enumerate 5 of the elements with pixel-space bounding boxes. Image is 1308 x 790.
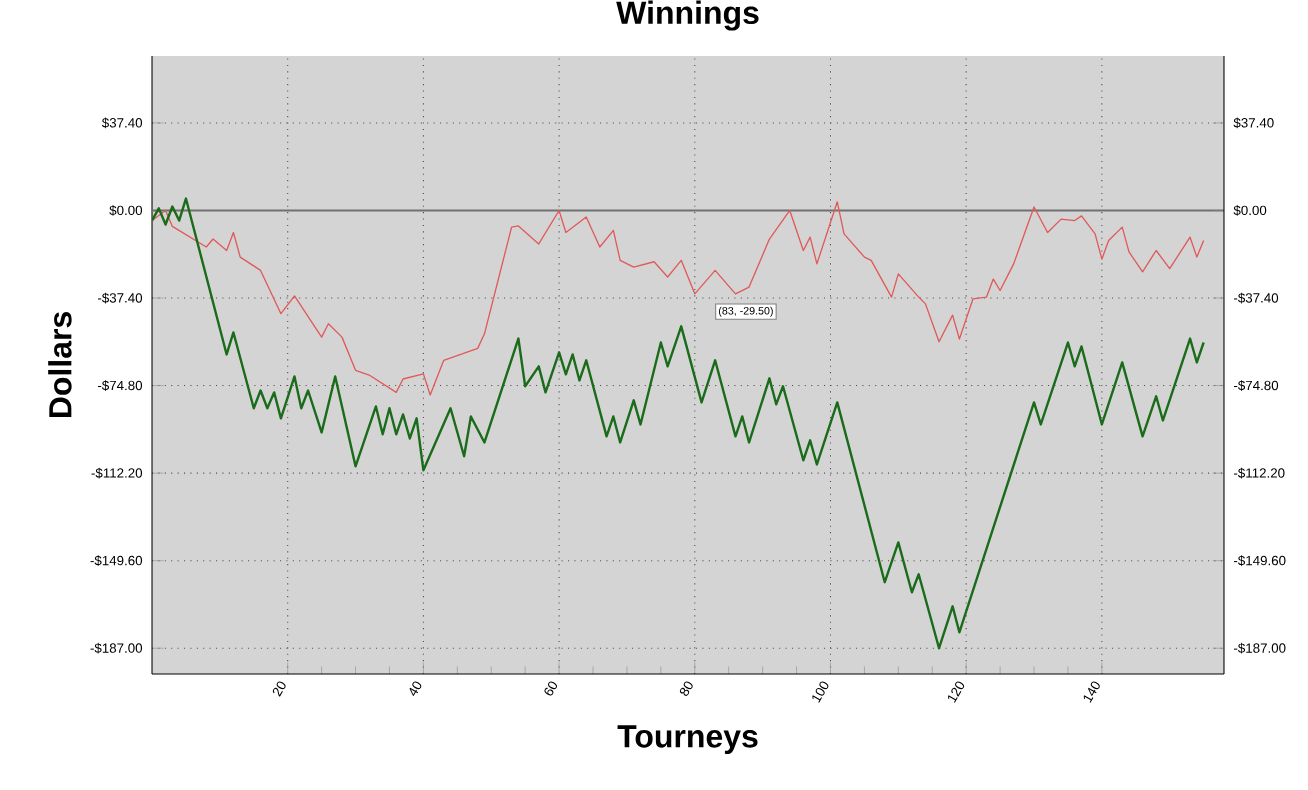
chart-title: Winnings xyxy=(616,0,759,31)
x-axis-title: Tourneys xyxy=(617,725,758,754)
y-axis-title: Dollars xyxy=(48,312,72,418)
line-series xyxy=(152,201,1205,396)
line-series xyxy=(152,197,1205,650)
